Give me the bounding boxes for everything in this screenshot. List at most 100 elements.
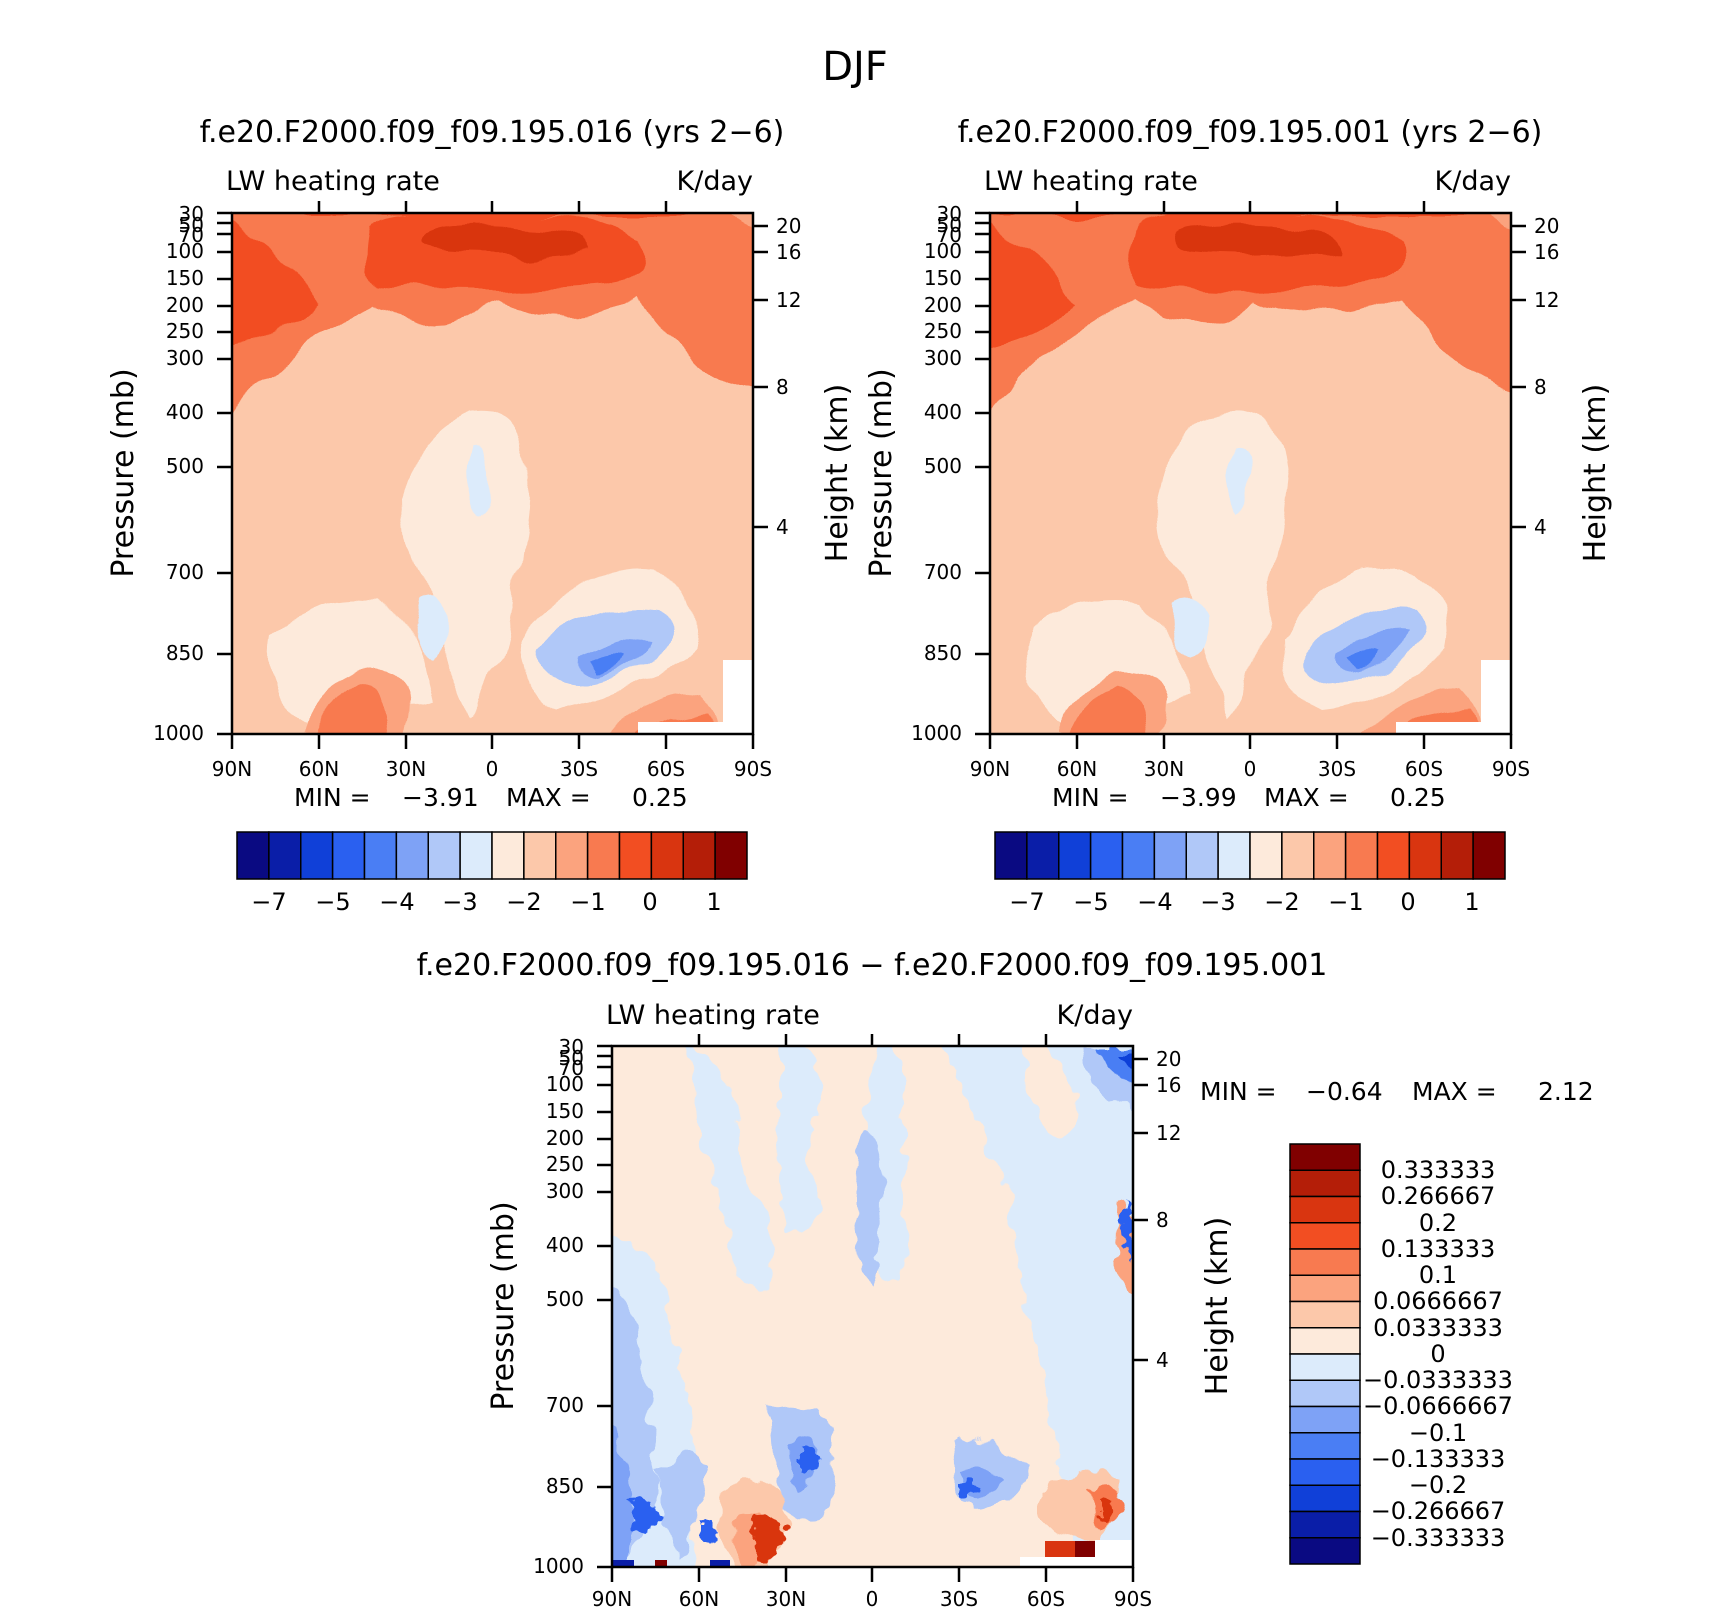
colorbar-swatch [1289,1248,1361,1276]
y-tick-label: 700 [546,1393,584,1417]
page-title: DJF [822,44,888,90]
panel-diff-y2-labels: 20 16 12 8 4 [1156,1047,1181,1372]
panel-diff-title: f.e20.F2000.f09_f09.195.016 − f.e20.F200… [417,948,1328,983]
colorbar-label: −0.0333333 [1363,1366,1513,1394]
colorbar-swatch [1089,831,1124,880]
colorbar-swatch [268,831,302,880]
panel-001-chart: f.e20.F2000.f09_f09.195.001 (yrs 2−6) LW… [864,115,1613,916]
min-value: −3.99 [1160,783,1237,812]
colorbar-label: 0 [1400,888,1415,916]
panel-001-y2-labels: 20 16 12 8 4 [1534,214,1559,539]
x-tick-label: 60N [679,1587,719,1611]
panel-001-y-labels: 30 50 70 100 150 200 250 300 400 500 700… [911,202,962,745]
panel-001-field [990,213,1511,734]
colorbar-swatch [1289,1143,1361,1171]
y-tick-label: 100 [166,239,204,263]
min-label: MIN = [1200,1077,1277,1106]
colorbar-swatch [650,831,684,880]
panel-001-colorbar-labels: −7 −5 −4 −3 −2 −1 0 1 [1009,888,1479,916]
y-tick-label: 150 [546,1099,584,1123]
y2-tick-label: 4 [1534,515,1547,539]
colorbar-swatch [1289,1353,1361,1381]
colorbar-label: −0.266667 [1371,1497,1506,1525]
x-tick-label: 90N [592,1587,632,1611]
colorbar-swatch [1289,1484,1361,1513]
x-tick-label: 90S [734,757,772,781]
colorbar-swatch [618,831,653,880]
colorbar-swatch [459,831,493,880]
colorbar-swatch [1344,831,1379,880]
colorbar-swatch [1153,831,1187,880]
colorbar-swatch [300,831,334,880]
colorbar-swatch [1440,831,1474,880]
colorbar-label: 0 [642,888,657,916]
max-label: MAX = [506,783,591,812]
y-tick-label: 200 [924,293,962,317]
panel-001-colorbar [994,831,1506,880]
y2-tick-label: 16 [1534,240,1559,264]
panel-diff-colorbar [1289,1143,1361,1565]
y-tick-label: 500 [546,1287,584,1311]
colorbar-swatch [523,831,557,880]
panel-001-ylabel: Pressure (mb) [864,368,899,577]
y2-tick-label: 4 [776,515,789,539]
colorbar-label: −1 [1328,888,1363,916]
colorbar-swatch [1026,831,1060,880]
colorbar-label: −0.1 [1409,1419,1467,1447]
panel-001-y2label: Height (km) [1578,384,1613,563]
colorbar-swatch [1289,1327,1361,1355]
panel-016-colorbar-labels: −7 −5 −4 −3 −2 −1 0 1 [251,888,721,916]
y-tick-label: 70 [179,223,204,247]
max-value: 2.12 [1538,1077,1594,1106]
panel-diff-chart: f.e20.F2000.f09_f09.195.016 − f.e20.F200… [417,948,1594,1611]
panel-016-left-label: LW heating rate [226,166,440,197]
y2-tick-label: 12 [776,288,801,312]
y2-tick-label: 8 [776,375,789,399]
colorbar-swatch [1472,831,1506,880]
y-tick-label: 70 [559,1056,584,1080]
y-tick-label: 850 [166,641,204,665]
y-tick-label: 250 [166,319,204,343]
panel-016-field [232,213,753,734]
panel-016-y2label: Height (km) [820,384,855,563]
colorbar-label: 0.2 [1419,1209,1457,1237]
colorbar-swatch [1289,1274,1361,1303]
panel-001-x-labels: 90N 60N 30N 0 30S 60S 90S [970,757,1530,781]
panel-016-minmax: MIN = −3.91 MAX = 0.25 [294,783,688,812]
y-tick-label: 150 [166,266,204,290]
colorbar-swatch [682,831,716,880]
colorbar-label: −0.0666667 [1363,1392,1513,1420]
panel-016-units: K/day [677,166,753,197]
colorbar-label: 0.266667 [1381,1182,1496,1210]
colorbar-label: 0 [1430,1340,1445,1368]
colorbar-swatch [1185,831,1219,880]
y-tick-label: 250 [546,1152,584,1176]
colorbar-label: 1 [706,888,721,916]
y-tick-label: 850 [924,641,962,665]
colorbar-label: −0.333333 [1371,1524,1506,1552]
y-tick-label: 300 [546,1179,584,1203]
colorbar-label: 0.1 [1419,1261,1457,1289]
y-tick-label: 150 [924,266,962,290]
colorbar-swatch [1289,1458,1361,1486]
colorbar-swatch [236,831,270,880]
panel-001-left-label: LW heating rate [984,166,1198,197]
y2-tick-label: 12 [1534,288,1559,312]
panel-001-title: f.e20.F2000.f09_f09.195.001 (yrs 2−6) [958,115,1543,150]
colorbar-label: −3 [1200,888,1235,916]
y-tick-label: 100 [546,1072,584,1096]
x-tick-label: 60N [1057,757,1097,781]
panel-016-chart: f.e20.F2000.f09_f09.195.016 (yrs 2−6) LW… [106,115,855,916]
y-tick-label: 850 [546,1474,584,1498]
colorbar-swatch [1249,831,1283,880]
colorbar-swatch [1289,1405,1361,1434]
x-tick-label: 30N [1144,757,1184,781]
y-tick-label: 70 [937,223,962,247]
colorbar-swatch [1289,1169,1361,1198]
x-tick-label: 60S [1405,757,1443,781]
min-value: −3.91 [402,783,479,812]
y-tick-label: 30 [179,202,204,226]
panel-016-title: f.e20.F2000.f09_f09.195.016 (yrs 2−6) [200,115,785,150]
colorbar-label: −4 [1137,888,1172,916]
x-tick-label: 90N [970,757,1010,781]
